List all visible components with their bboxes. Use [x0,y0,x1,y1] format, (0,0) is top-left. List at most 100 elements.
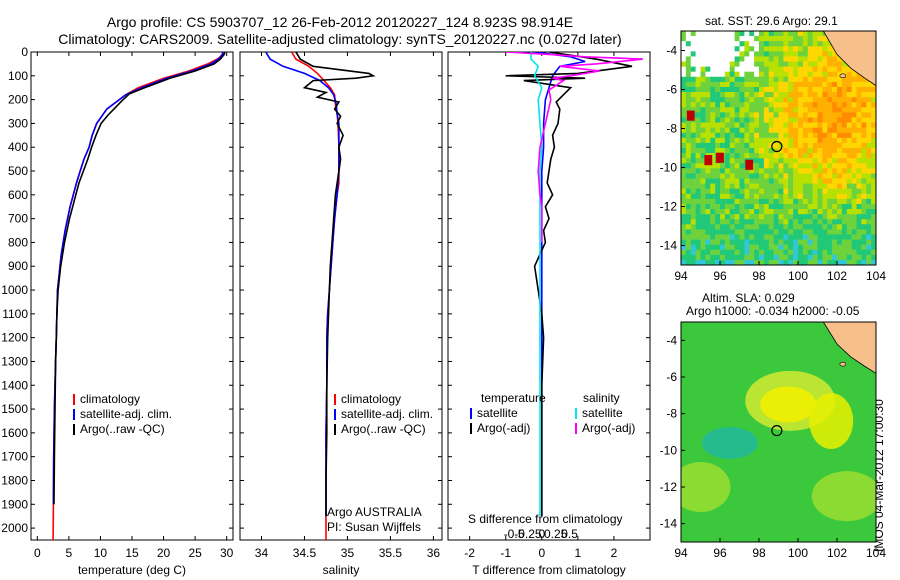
sst-cell [817,148,823,154]
sst-cell [705,254,711,261]
sst-cell [856,132,862,139]
sst-cell [749,178,755,184]
sst-cell [841,234,848,240]
sst-cell [715,46,721,52]
sst-cell [695,188,701,195]
sst-cell [807,102,813,108]
sst-cell [715,81,721,88]
sst-cell [841,137,848,144]
sst-cell [759,66,765,72]
sst-cell [685,214,692,220]
sst-cell [744,259,750,265]
sst-cell [763,117,770,123]
sst-cell [685,56,692,62]
sst-cell [851,259,857,265]
sst-cell [856,224,862,230]
sst-cell [871,142,876,149]
sst-cell [827,188,833,195]
sst-cell [866,163,872,169]
sst-cell [778,46,784,52]
sst-cell [832,183,838,189]
sst-cell [710,56,716,62]
sst-cell [754,117,760,123]
sst-cell [715,51,721,57]
sst-cell [851,203,857,210]
sst-cell [715,254,721,261]
sst-cell [685,209,692,215]
sst-cell [739,66,745,72]
sst-cell [778,107,784,113]
sst-cell [837,193,843,200]
sst-cell [690,193,696,200]
sst-cell [827,41,833,47]
sst-cell [802,142,809,149]
sst-cell [759,203,765,210]
sst-cell [846,198,852,205]
sst-cell [685,229,692,235]
sst-cell [783,229,789,235]
sst-cell [681,163,687,169]
sst-cell [856,244,862,251]
sst-cell [802,214,809,220]
sst-cell [695,46,701,52]
sst-cell [846,86,852,93]
sst-cell [783,41,789,47]
sst-cell [715,203,721,210]
sst-cell [798,259,804,265]
sst-cell [681,56,687,62]
sst-cell [837,153,843,159]
sst-cell [768,142,774,149]
sst-cell [861,173,867,179]
sst-cell [856,254,862,261]
sst-cell [837,209,843,215]
sst-cell [744,183,750,189]
sst-cell [685,107,692,113]
y-tick-label: 1900 [1,497,28,511]
sst-cell [778,117,784,123]
map-y-tick-label: -8 [666,122,677,136]
sst-cell [837,183,843,189]
sst-cell [837,219,843,225]
sst-cell [754,229,760,235]
sst-cell [744,254,750,261]
sst-cell [817,188,823,195]
y-tick-label: 2000 [1,521,28,535]
sst-cell [798,81,804,88]
sst-cell [773,183,779,189]
sst-cell [720,92,726,98]
sst-cell [807,36,813,42]
sst-cell [690,209,696,215]
sst-cell [749,193,755,200]
sst-cell [729,148,735,154]
y-tick-label: 600 [8,188,28,202]
sst-cell [763,214,770,220]
sst-cell [739,214,745,220]
sst-cell [793,183,799,189]
sst-cell [685,137,692,144]
sst-cell [715,31,721,37]
sst-cell [763,198,770,205]
sst-cell [778,158,784,164]
sst-cell [856,249,862,256]
sst-cell [773,46,779,52]
sst-cell [798,249,804,256]
sst-cell [807,229,813,235]
sst-cell [690,254,696,261]
sst-cell [822,259,828,265]
sst-cell [837,214,843,220]
sst-cell [759,198,765,205]
sst-cell [744,239,750,245]
sst-cell [837,163,843,169]
sst-cell [724,168,731,174]
legend-label: satellite [582,406,623,420]
sst-cell [793,66,799,72]
sst-cell [866,214,872,220]
sst-cell [768,188,774,195]
sst-cell [685,122,692,128]
sst-cell [681,51,687,57]
sst-cell [866,219,872,225]
sst-cell [715,107,721,113]
sst-cell [778,153,784,159]
sst-cell [729,203,735,210]
sst-cell [812,92,818,98]
